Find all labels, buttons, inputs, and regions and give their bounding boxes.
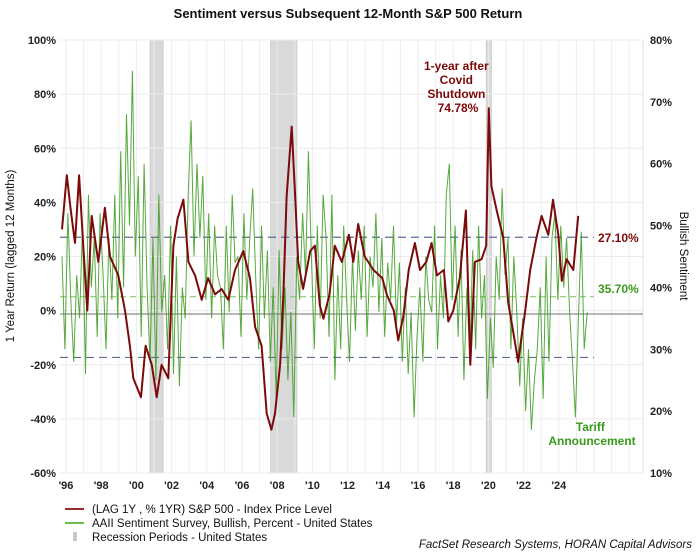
legend-label-sp500: (LAG 1Y , % 1YR) S&P 500 - Index Price L… — [92, 504, 332, 516]
legend-swatch-recession — [73, 532, 77, 541]
y2-tick-label: 40% — [650, 282, 672, 294]
legend-label-recession: Recession Periods - United States — [92, 532, 267, 544]
tariff-annotation: Tariff Announcement — [548, 420, 635, 448]
sentiment-line — [61, 70, 588, 430]
x-tick-label: '10 — [305, 480, 320, 492]
tick-labels: -60% -40% -20% 0% 20% 40% 60% 80% 100% 10% 20% 30% 4… — [28, 35, 672, 492]
covid-annotation-line: 1-year after — [424, 59, 489, 73]
x-tick-label: '00 — [129, 480, 144, 492]
x-tick-label: '20 — [481, 480, 496, 492]
sp500-return-line — [61, 107, 580, 431]
covid-annotation: 1-year after Covid Shutdown 74.78% — [424, 59, 492, 115]
y2-tick-label: 30% — [650, 344, 672, 356]
tariff-annotation-line: Announcement — [548, 434, 635, 448]
y2-axis-label: Bullish Sentiment — [677, 212, 689, 302]
x-tick-label: '18 — [446, 480, 461, 492]
y-tick-label: 20% — [34, 252, 56, 264]
x-tick-label: '16 — [411, 480, 426, 492]
chart-title: Sentiment versus Subsequent 12-Month S&P… — [174, 6, 523, 21]
x-tick-label: '98 — [94, 480, 109, 492]
y2-tick-label: 50% — [650, 221, 672, 233]
y2-tick-label: 60% — [650, 159, 672, 171]
x-tick-label: '24 — [551, 480, 567, 492]
legend-label-sentiment: AAII Sentiment Survey, Bullish, Percent … — [92, 518, 373, 530]
y2-tick-label: 10% — [650, 468, 672, 480]
y-tick-label: -60% — [30, 468, 56, 480]
legend-item-recession: Recession Periods - United States — [73, 532, 267, 544]
legend-item-sp500: (LAG 1Y , % 1YR) S&P 500 - Index Price L… — [65, 504, 332, 516]
tariff-annotation-line: Tariff — [576, 420, 606, 434]
x-tick-label: '02 — [164, 480, 179, 492]
y2-tick-label: 80% — [650, 35, 672, 47]
x-tick-label: '04 — [199, 480, 215, 492]
y-tick-label: 100% — [28, 35, 56, 47]
y-tick-label: 60% — [34, 143, 56, 155]
y2-tick-label: 20% — [650, 406, 672, 418]
x-tick-label: '96 — [59, 480, 74, 492]
y-tick-label: 40% — [34, 197, 56, 209]
y-tick-label: -20% — [30, 360, 56, 372]
x-tick-label: '14 — [375, 480, 391, 492]
x-tick-label: '22 — [516, 480, 531, 492]
y2-tick-label: 70% — [650, 97, 672, 109]
source-credit: FactSet Research Systems, HORAN Capital … — [419, 539, 692, 551]
x-tick-label: '12 — [340, 480, 355, 492]
sentiment-level-label: 35.70% — [598, 282, 639, 296]
x-tick-label: '06 — [235, 480, 250, 492]
upper-return-label: 27.10% — [598, 231, 639, 245]
y-tick-label: 80% — [34, 89, 56, 101]
covid-annotation-value: 74.78% — [438, 101, 479, 115]
series-group — [61, 70, 588, 431]
legend-item-sentiment: AAII Sentiment Survey, Bullish, Percent … — [65, 518, 373, 530]
covid-annotation-line: Shutdown — [427, 87, 485, 101]
y-axis-label: 1 Year Return (lagged 12 Months) — [5, 170, 17, 343]
legend: (LAG 1Y , % 1YR) S&P 500 - Index Price L… — [65, 504, 373, 544]
covid-annotation-line: Covid — [440, 73, 473, 87]
x-tick-label: '08 — [270, 480, 285, 492]
y-tick-label: -40% — [30, 414, 56, 426]
y-tick-label: 0% — [40, 306, 56, 318]
